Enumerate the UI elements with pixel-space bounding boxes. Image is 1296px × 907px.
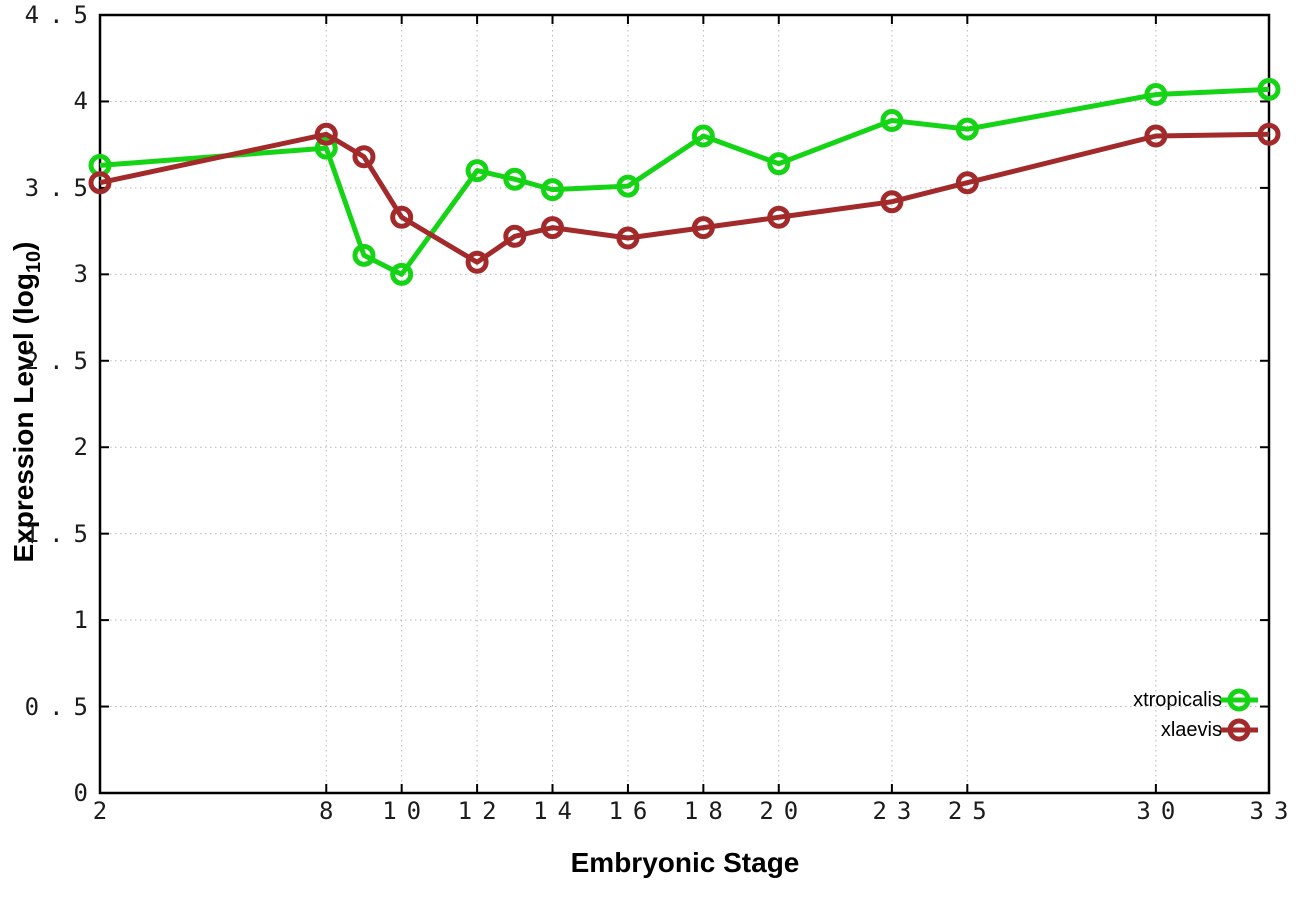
y-tick-label: 0.5 [24, 692, 98, 721]
data-point-marker [691, 216, 715, 240]
tick-marks [99, 14, 1270, 794]
x-tick-label: 2 [92, 797, 118, 825]
data-point-marker [314, 122, 338, 146]
plot-border [98, 13, 1271, 795]
x-tick-label: 18 [683, 797, 733, 825]
x-tick-label: 8 [319, 797, 344, 825]
data-point-marker [465, 250, 489, 274]
data-point-marker [541, 178, 565, 202]
y-axis-title-suffix: ) [8, 241, 39, 251]
data-point-marker [1257, 122, 1281, 146]
data-point-marker [1144, 83, 1168, 107]
y-tick-label: 4 [73, 87, 98, 116]
data-point-marker [541, 216, 565, 240]
data-point-marker [955, 117, 979, 141]
data-point-marker [465, 159, 489, 183]
y-axis-title: Expression Level (log10) [8, 242, 46, 563]
series-line-xlaevis [99, 131, 1270, 265]
legend-sample-xtropicalis [1220, 688, 1258, 712]
legend-label-xtropicalis: xtropicalis [1133, 689, 1222, 711]
legend-label-xlaevis: xlaevis [1160, 719, 1222, 741]
data-point-marker [955, 171, 979, 195]
x-axis-title: Embryonic Stage [570, 847, 800, 878]
x-tick-label: 10 [382, 797, 432, 825]
x-tick-label: 12 [457, 797, 507, 825]
x-tick-label: 14 [533, 797, 582, 825]
series-xtropicalis [88, 77, 1281, 286]
data-point-marker [503, 167, 527, 191]
data-point-marker [1144, 124, 1168, 148]
y-tick-label: 2.5 [24, 346, 98, 375]
y-tick-label: 4.5 [24, 1, 98, 29]
data-point-marker [1257, 77, 1281, 101]
y-tick-label: 0 [73, 779, 98, 807]
data-point-marker [616, 174, 640, 198]
data-point-marker [314, 136, 338, 160]
x-tick-label: 33 [1249, 797, 1296, 825]
legend-sample-xlaevis [1220, 718, 1258, 742]
data-point-marker [390, 205, 414, 229]
series-line-xtropicalis [99, 86, 1270, 277]
y-tick-label: 3 [73, 260, 98, 289]
data-point-marker [503, 224, 527, 248]
y-tick-label: 1 [73, 606, 98, 635]
x-tick-label: 20 [759, 797, 809, 825]
data-point-marker [880, 190, 904, 214]
data-point-marker [390, 262, 414, 286]
data-point-marker [767, 205, 791, 229]
x-tick-label: 30 [1136, 797, 1186, 825]
data-point-marker [616, 226, 640, 250]
series-xlaevis [88, 122, 1281, 274]
gridlines [99, 14, 1270, 794]
data-point-marker [88, 171, 112, 195]
data-point-marker [691, 124, 715, 148]
y-tick-label: 1.5 [24, 519, 98, 548]
x-tick-label: 23 [872, 797, 922, 825]
y-tick-label: 2 [73, 433, 98, 462]
data-point-marker [352, 243, 376, 267]
data-point-marker [767, 152, 791, 176]
y-tick-label: 3.5 [24, 173, 98, 202]
data-point-marker [880, 108, 904, 132]
x-tick-label: 16 [608, 797, 658, 825]
x-tick-label: 25 [947, 797, 997, 825]
data-point-marker [352, 145, 376, 169]
